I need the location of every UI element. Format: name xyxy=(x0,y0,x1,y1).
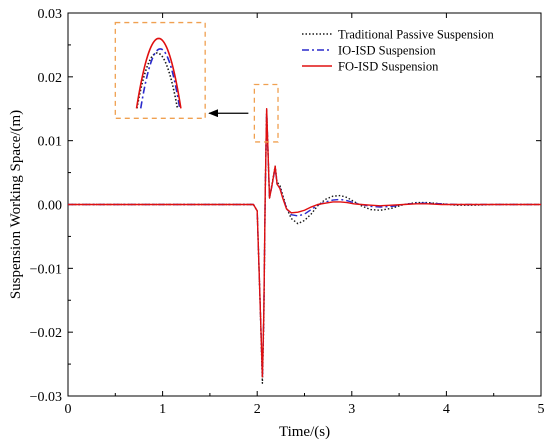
legend: Traditional Passive Suspension IO-ISD Sus… xyxy=(302,28,495,74)
y-tick-label: 0.03 xyxy=(38,7,63,22)
x-tick-label: 2 xyxy=(254,402,261,417)
y-axis-label: Suspension Working Space/(m) xyxy=(8,110,24,299)
tick-labels: 0 1 2 3 4 5 −0.03 −0.02 −0.01 0.00 0.01 0.02 0.03 xyxy=(30,7,545,417)
y-tick-label: −0.01 xyxy=(30,262,62,277)
series-line xyxy=(68,109,541,378)
y-tick-label: 0.02 xyxy=(38,71,63,86)
x-tick-label: 5 xyxy=(538,402,545,417)
y-tick-label: −0.03 xyxy=(30,390,62,405)
x-tick-label: 0 xyxy=(65,402,72,417)
y-tick-label: −0.02 xyxy=(30,326,62,341)
inset-curves xyxy=(135,37,182,109)
inset-series-line xyxy=(136,52,179,109)
inset-box xyxy=(114,21,206,119)
zoom-region-box xyxy=(253,83,279,143)
x-tick-label: 4 xyxy=(443,402,450,417)
legend-label: FO-ISD Suspension xyxy=(338,60,439,74)
y-tick-label: 0.00 xyxy=(38,199,63,214)
x-tick-label: 3 xyxy=(348,402,355,417)
x-axis-label: Time/(s) xyxy=(279,424,330,440)
y-tick-label: 0.01 xyxy=(38,135,63,150)
x-tick-label: 1 xyxy=(159,402,166,417)
series-line xyxy=(68,110,541,384)
inset-series-line xyxy=(135,37,182,109)
series-line xyxy=(68,108,541,378)
inset-series-line xyxy=(139,48,181,109)
series-layer xyxy=(68,108,541,384)
legend-label: IO-ISD Suspension xyxy=(338,44,436,58)
legend-label: Traditional Passive Suspension xyxy=(338,28,495,42)
